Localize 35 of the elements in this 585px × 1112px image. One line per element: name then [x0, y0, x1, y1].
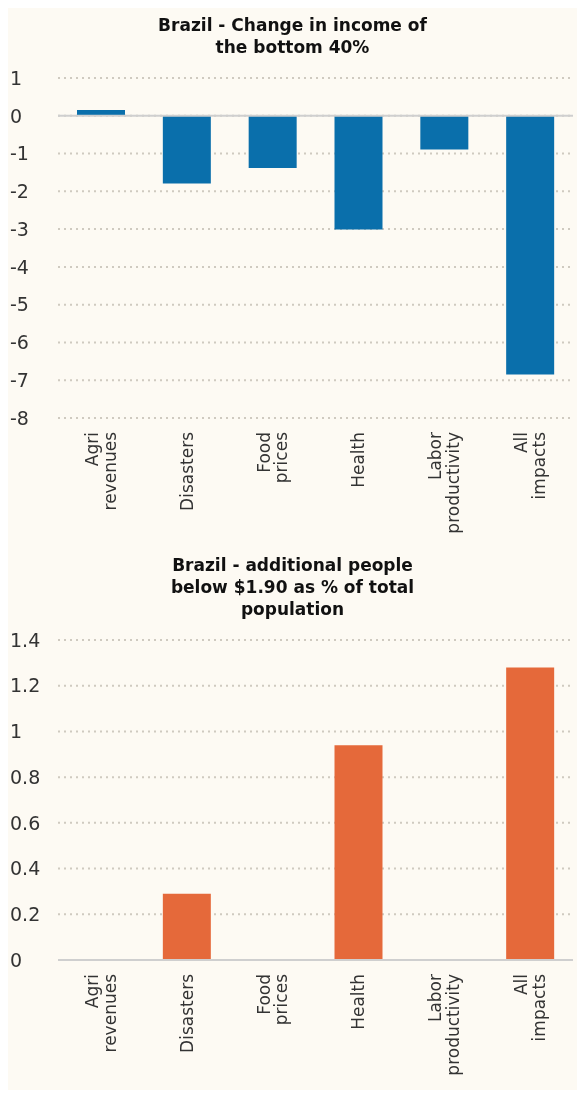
- x-tick-label: Labor productivity: [425, 974, 464, 1076]
- bar: [162, 893, 211, 960]
- x-tick-label: Labor productivity: [425, 432, 464, 534]
- x-tick-label: Disasters: [176, 973, 197, 1053]
- x-tick-label: Health: [348, 974, 369, 1030]
- chart-title: Brazil - additional people below $1.90 as % of total population: [169, 554, 416, 621]
- y-tick-label: 0.8: [10, 765, 41, 788]
- y-tick-label: 0.6: [10, 811, 41, 834]
- x-tick-label: Disasters: [176, 431, 197, 511]
- y-tick-label: -8: [10, 406, 29, 429]
- x-tick-label: All impacts: [511, 431, 549, 500]
- y-tick-label: 0: [10, 104, 23, 127]
- y-tick-label: -4: [10, 255, 29, 278]
- x-tick-label: All impacts: [511, 973, 549, 1042]
- x-tick-label: Agri revenues: [81, 973, 120, 1053]
- bar: [506, 667, 555, 960]
- y-tick-label: 1: [10, 66, 23, 89]
- y-tick-label: 1: [10, 720, 23, 743]
- y-tick-label: -7: [10, 368, 29, 391]
- y-tick-label: -2: [10, 180, 29, 203]
- bar: [334, 745, 383, 960]
- y-tick-label: -3: [10, 217, 29, 240]
- y-tick-label: -6: [10, 331, 29, 354]
- x-tick-label: Food prices: [253, 431, 292, 484]
- y-tick-label: 1.4: [10, 628, 41, 651]
- y-tick-label: 0.4: [10, 857, 41, 880]
- chart-title: Brazil - Change in income of the bottom 40%: [157, 14, 428, 59]
- y-tick-label: -1: [10, 142, 29, 165]
- y-tick-label: 1.2: [10, 674, 41, 697]
- y-tick-label: 0.2: [10, 903, 41, 926]
- x-tick-label: Agri revenues: [81, 431, 120, 511]
- y-tick-label: -5: [10, 293, 29, 316]
- x-tick-label: Food prices: [253, 973, 292, 1026]
- y-tick-label: 0: [10, 948, 23, 971]
- x-tick-label: Health: [348, 432, 369, 488]
